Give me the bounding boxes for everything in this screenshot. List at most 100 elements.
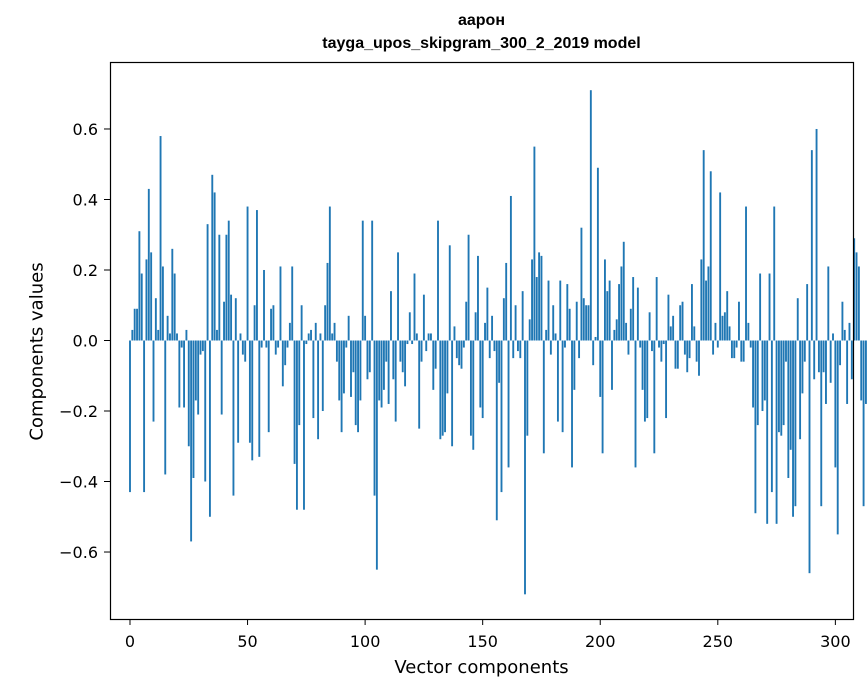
bar [556, 340, 559, 422]
bar [857, 266, 860, 341]
bar [352, 340, 355, 373]
bar [688, 340, 691, 359]
y-axis-label: Components values [26, 262, 48, 441]
bar [662, 340, 665, 345]
bar [399, 340, 402, 362]
bar [274, 340, 277, 355]
bar [618, 284, 620, 341]
bar [665, 340, 668, 419]
bar [512, 340, 515, 359]
bar [509, 195, 512, 341]
bar [629, 308, 632, 341]
bar [580, 227, 583, 341]
bar [721, 315, 724, 341]
bar [166, 315, 169, 341]
bar [681, 301, 684, 341]
bar [331, 333, 334, 341]
bar [573, 340, 576, 390]
bar [855, 252, 858, 341]
bar [679, 305, 682, 341]
bar [777, 340, 780, 433]
bar [770, 340, 773, 493]
bar [291, 266, 294, 341]
bar [815, 128, 818, 341]
bar [519, 340, 522, 359]
bar [495, 340, 498, 521]
bar [747, 322, 750, 341]
bar [822, 340, 825, 373]
bar [620, 266, 623, 341]
bar [180, 340, 183, 348]
bar [667, 294, 670, 341]
y-axis: −0.6 −0.4 −0.2 0.0 0.2 0.4 0.6 [59, 120, 110, 562]
bar [378, 340, 381, 401]
bar [173, 273, 176, 341]
bar [594, 336, 597, 341]
bar [427, 333, 430, 341]
bar [719, 192, 722, 341]
bar [817, 340, 820, 373]
bar [850, 340, 853, 380]
bar [347, 315, 350, 341]
bar [768, 273, 771, 341]
bar [310, 329, 312, 341]
bar [763, 340, 766, 401]
bar [430, 333, 432, 341]
bar [493, 340, 496, 352]
bar [566, 284, 569, 341]
bar [808, 340, 811, 574]
bar [406, 340, 409, 345]
bar [716, 340, 719, 348]
bar [643, 340, 646, 422]
bar [432, 340, 435, 390]
x-axis: 0 50 100 150 200 250 300 [125, 619, 851, 651]
bar [335, 340, 338, 362]
bar [799, 340, 802, 440]
bar [634, 340, 637, 468]
bar [394, 340, 397, 422]
bar-series [129, 90, 867, 595]
bar [422, 294, 425, 341]
bar [161, 266, 164, 341]
bar [234, 298, 237, 341]
bar [265, 340, 268, 348]
bar [251, 340, 254, 461]
bar [862, 340, 865, 507]
bar [709, 171, 712, 341]
bar [152, 340, 155, 422]
bar [357, 340, 359, 433]
bar [698, 340, 700, 376]
bar [415, 333, 418, 341]
bar [505, 262, 508, 341]
bar [864, 340, 867, 404]
bar [723, 312, 726, 341]
bar [477, 255, 479, 341]
bar [481, 340, 484, 419]
bar [559, 280, 562, 341]
bar [749, 340, 752, 348]
y-tick-label: 0.0 [73, 332, 98, 351]
bar [237, 340, 240, 443]
bar [338, 340, 341, 401]
bar [545, 329, 548, 341]
bar [599, 340, 602, 397]
bar [578, 340, 581, 359]
bar [839, 340, 842, 366]
bar [298, 340, 301, 426]
bar [131, 329, 134, 341]
bar [632, 277, 635, 341]
bar [401, 340, 404, 373]
bar [832, 333, 834, 341]
bar [345, 340, 348, 348]
bar [472, 340, 475, 450]
x-tick-label: 250 [703, 632, 734, 651]
bar [700, 259, 703, 341]
bar [660, 340, 663, 362]
bar [218, 234, 221, 341]
bar [187, 340, 190, 447]
bar [622, 241, 625, 341]
bar [608, 280, 611, 341]
bar [326, 262, 329, 341]
x-tick-label: 0 [125, 632, 135, 651]
